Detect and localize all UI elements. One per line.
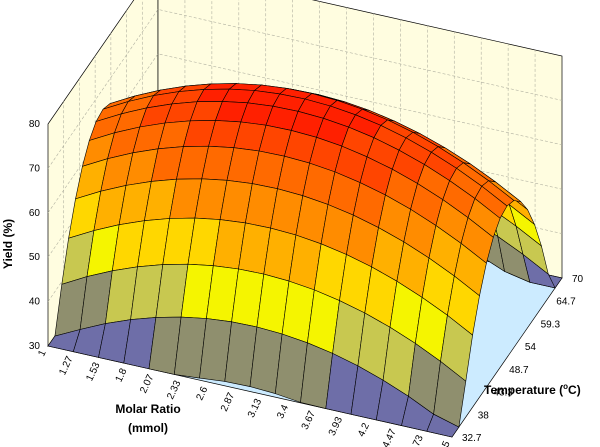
t-tick-label: 70 xyxy=(572,274,584,285)
y-axis-title: Temperature (oC) xyxy=(484,382,581,397)
x-tick-label: 4.2 xyxy=(356,421,372,439)
x-tick-label: 1.53 xyxy=(84,360,102,383)
t-tick-label: 38 xyxy=(478,410,490,421)
t-tick-label: 64.7 xyxy=(556,297,576,308)
z-axis-title: Yield (%) xyxy=(1,219,15,269)
x-tick-label: 2.07 xyxy=(138,372,156,395)
z-tick-label: 50 xyxy=(29,252,41,263)
x-tick-label: 1.27 xyxy=(57,354,75,377)
x-axis-title-line1: Molar Ratio xyxy=(115,402,180,416)
x-tick-label: 2.87 xyxy=(219,391,237,414)
t-tick-label: 54 xyxy=(525,342,537,353)
z-tick-label: 30 xyxy=(29,341,41,352)
x-tick-label: 1.8 xyxy=(114,366,130,384)
x-axis-title-line2: (mmol) xyxy=(128,421,168,435)
x-tick-label: 3.13 xyxy=(246,397,264,420)
x-tick-label: 3.67 xyxy=(300,409,318,432)
x-tick-label: 3.93 xyxy=(327,415,345,438)
axis-titles: Yield (%) Molar Ratio (mmol) Temperature… xyxy=(1,219,581,435)
x-tick-label: 3.4 xyxy=(275,403,291,421)
x-tick-label: 2.33 xyxy=(165,379,183,402)
surface-patch xyxy=(426,413,460,438)
t-tick-label: 48.7 xyxy=(509,365,529,376)
x-tick-label: 4.73 xyxy=(408,433,426,447)
x-tick-label: 2.6 xyxy=(194,385,210,403)
x-tick-label: 1 xyxy=(36,348,49,358)
z-tick-label: 80 xyxy=(29,119,41,130)
response-surface xyxy=(47,83,563,438)
t-tick-label: 59.3 xyxy=(541,319,561,330)
z-tick-label: 70 xyxy=(29,163,41,174)
t-tick-label: 43.3 xyxy=(493,388,513,399)
x-tick-label: 5 xyxy=(440,439,453,447)
z-tick-label: 60 xyxy=(29,208,41,219)
t-tick-label: 32.7 xyxy=(462,433,482,444)
x-tick-label: 4.47 xyxy=(381,427,399,447)
z-tick-label: 40 xyxy=(29,297,41,308)
